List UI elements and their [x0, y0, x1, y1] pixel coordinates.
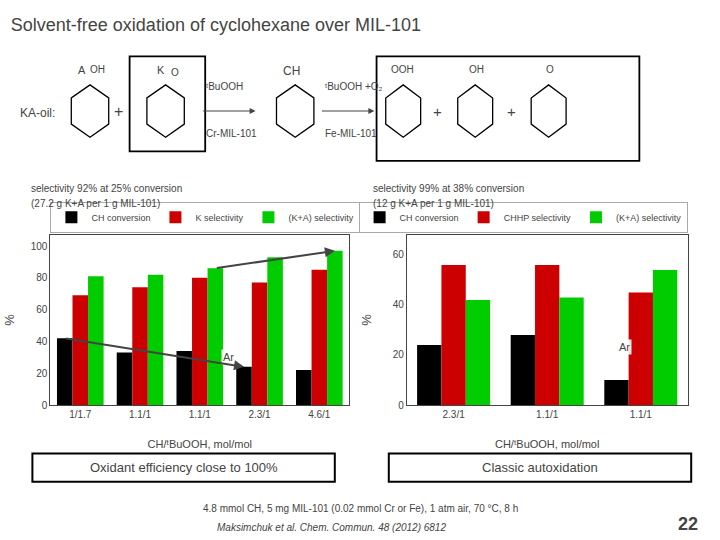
svg-text:OOH: OOH	[391, 64, 414, 75]
svg-text:OH: OH	[90, 64, 105, 75]
svg-text:20: 20	[36, 368, 48, 379]
svg-text:2.3/1: 2.3/1	[248, 409, 271, 420]
svg-text:CH conversion: CH conversion	[91, 213, 150, 223]
svg-text:60: 60	[36, 304, 48, 315]
svg-text:CHHP selectivity: CHHP selectivity	[504, 213, 571, 223]
svg-text:(K+A) selectivity: (K+A) selectivity	[616, 213, 681, 223]
svg-text:O: O	[171, 67, 179, 78]
svg-text:O: O	[546, 64, 554, 75]
svg-text:+: +	[433, 103, 442, 120]
svg-text:ᵗBuOOH +O₂: ᵗBuOOH +O₂	[325, 81, 383, 92]
svg-text:selectivity 92% at 25% convers: selectivity 92% at 25% conversion	[31, 183, 182, 194]
svg-text:Ar: Ar	[619, 341, 630, 353]
svg-text:+: +	[507, 103, 516, 120]
svg-text:1.1/1: 1.1/1	[189, 409, 212, 420]
svg-text:(27.2 g K+A per 1 g MIL-101): (27.2 g K+A per 1 g MIL-101)	[31, 198, 160, 209]
svg-text:1.1/1: 1.1/1	[536, 409, 559, 420]
svg-text:ᵗBuOOH: ᵗBuOOH	[206, 81, 243, 92]
svg-text:Classic autoxidation: Classic autoxidation	[482, 460, 598, 475]
svg-text:+: +	[114, 103, 123, 120]
svg-text:60: 60	[393, 249, 405, 260]
svg-text:Solvent-free oxidation of cycl: Solvent-free oxidation of cyclohexane ov…	[11, 15, 421, 35]
svg-text:CH/ᵗBuOOH, mol/mol: CH/ᵗBuOOH, mol/mol	[148, 438, 253, 450]
svg-text:4.6/1: 4.6/1	[308, 409, 331, 420]
svg-text:1.1/1: 1.1/1	[630, 409, 653, 420]
svg-text:CH conversion: CH conversion	[400, 213, 459, 223]
svg-text:Fe-MIL-101: Fe-MIL-101	[325, 128, 377, 139]
svg-text:100: 100	[31, 241, 48, 252]
svg-text:K selectivity: K selectivity	[195, 213, 243, 223]
svg-text:22: 22	[678, 514, 698, 534]
svg-text:(12 g K+A per 1 g MIL-101): (12 g K+A per 1 g MIL-101)	[373, 198, 494, 209]
svg-text:K: K	[157, 64, 165, 76]
svg-text:1.1/1: 1.1/1	[129, 409, 152, 420]
svg-text:%: %	[359, 314, 374, 326]
svg-text:Oxidant efficiency close to 10: Oxidant efficiency close to 100%	[90, 460, 278, 475]
svg-text:CH: CH	[283, 64, 300, 78]
svg-text:OH: OH	[469, 64, 484, 75]
svg-text:2.3/1: 2.3/1	[442, 409, 465, 420]
svg-text:80: 80	[36, 272, 48, 283]
svg-text:20: 20	[393, 349, 405, 360]
svg-text:40: 40	[393, 299, 405, 310]
svg-text:0: 0	[42, 400, 48, 411]
svg-text:0: 0	[398, 400, 404, 411]
svg-text:A: A	[78, 64, 86, 76]
svg-text:Maksimchuk et al. Chem. Commun: Maksimchuk et al. Chem. Commun. 48 (2012…	[217, 522, 446, 533]
svg-text:4.8 mmol CH, 5 mg MIL-101 (0.0: 4.8 mmol CH, 5 mg MIL-101 (0.02 mmol Cr …	[203, 503, 518, 514]
svg-text:%: %	[2, 314, 17, 326]
svg-text:Ar: Ar	[223, 351, 234, 363]
svg-text:40: 40	[36, 336, 48, 347]
svg-text:1/1.7: 1/1.7	[69, 409, 92, 420]
svg-text:KA-oil:: KA-oil:	[20, 106, 55, 120]
svg-text:selectivity 99% at 38% convers: selectivity 99% at 38% conversion	[373, 183, 524, 194]
svg-text:(K+A) selectivity: (K+A) selectivity	[288, 213, 353, 223]
svg-text:CH/ᵗBuOOH, mol/mol: CH/ᵗBuOOH, mol/mol	[495, 438, 600, 450]
svg-text:Cr-MIL-101: Cr-MIL-101	[206, 128, 257, 139]
